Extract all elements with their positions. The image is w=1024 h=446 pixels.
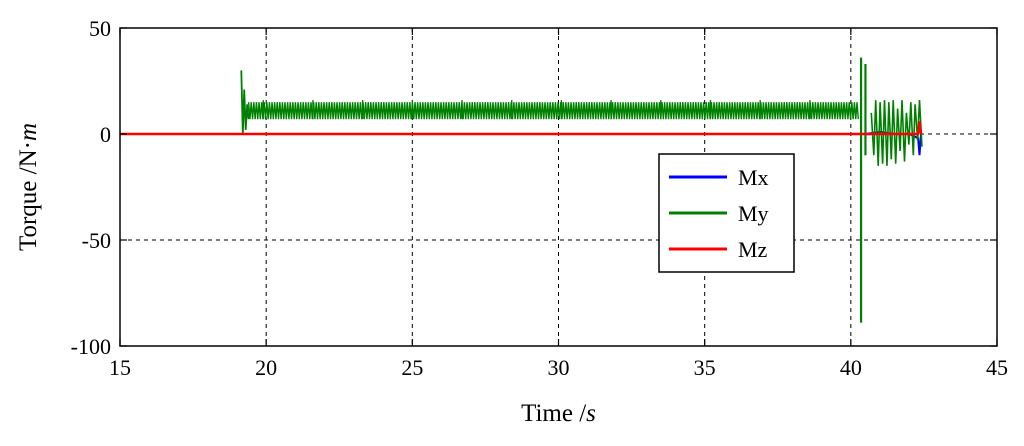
legend-label-mx: Mx — [738, 165, 769, 190]
y-tick-label: 0 — [100, 122, 111, 147]
x-tick-label: 20 — [255, 355, 277, 380]
series-my-oscillation-band — [247, 102, 860, 120]
y-tick-label: 50 — [89, 16, 111, 41]
x-tick-label: 30 — [548, 355, 570, 380]
legend-label-mz: Mz — [738, 237, 768, 262]
y-axis-label-text: Torque /N· — [15, 141, 42, 251]
x-tick-label: 15 — [109, 355, 131, 380]
series-mx-line — [120, 130, 922, 156]
x-tick-label: 45 — [986, 355, 1008, 380]
x-axis-label-unit: s — [586, 400, 596, 427]
series-my-line-segment — [240, 70, 250, 135]
x-tick-label: 35 — [694, 355, 716, 380]
x-tick-label: 40 — [840, 355, 862, 380]
x-axis-label-text: Time / — [521, 400, 586, 427]
series-layer — [120, 57, 923, 323]
y-axis-label: Torque /N·m — [15, 123, 42, 251]
tick-layer: 15 20 25 30 35 40 45 50 0 -50 -100 — [71, 16, 1008, 380]
series-my-tail — [870, 100, 923, 166]
x-axis-label: Time /s — [521, 400, 596, 427]
legend-label-my: My — [738, 201, 769, 226]
y-axis-label-unit: m — [15, 123, 42, 141]
x-tick-label: 25 — [401, 355, 423, 380]
series-mz-line — [120, 121, 923, 136]
y-tick-label: -50 — [82, 228, 111, 253]
y-tick-label: -100 — [71, 334, 111, 359]
legend: Mx My Mz — [658, 153, 795, 273]
